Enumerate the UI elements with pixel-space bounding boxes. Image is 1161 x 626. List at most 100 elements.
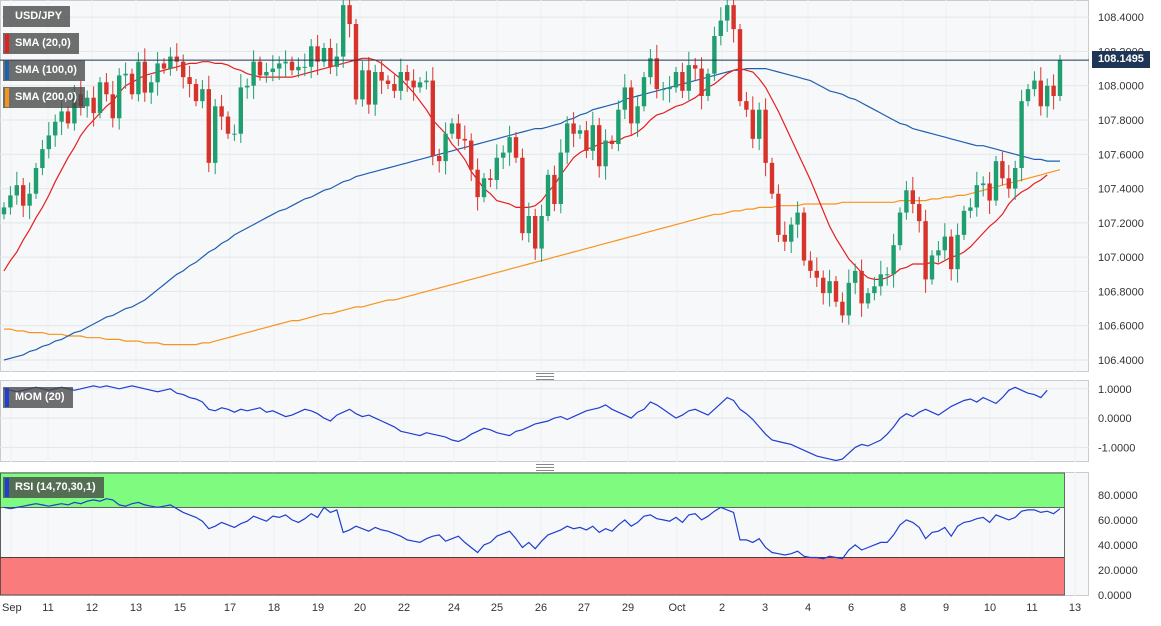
candle-body — [315, 46, 319, 61]
candle-body — [635, 106, 639, 123]
pane-resize-handle-1[interactable] — [536, 373, 554, 380]
candle-body — [495, 158, 499, 180]
candle-body — [853, 271, 857, 283]
candle-body — [399, 72, 403, 91]
x-tick-label: Oct — [668, 602, 685, 614]
candle-body — [757, 110, 761, 139]
x-tick-label: 3 — [762, 602, 768, 614]
candle-body — [303, 67, 307, 68]
candle-body — [507, 137, 511, 152]
x-tick-label: 10 — [984, 602, 996, 614]
candle-body — [168, 57, 172, 69]
rsi-overbought-band — [0, 473, 1064, 507]
candle-body — [53, 122, 57, 136]
x-tick-label: 25 — [491, 602, 503, 614]
candle-body — [181, 62, 185, 77]
candle-body — [642, 77, 646, 106]
candle-body — [949, 237, 953, 270]
candle-body — [623, 87, 627, 109]
x-tick-label: 11 — [1026, 602, 1037, 614]
candle-body — [405, 72, 409, 81]
mom-y-tick-label: 1.0000 — [1098, 384, 1132, 396]
candle-body — [738, 29, 742, 101]
candle-body — [808, 261, 812, 271]
x-tick-label: 20 — [354, 602, 366, 614]
candle-body — [840, 302, 844, 316]
candle-body — [629, 87, 633, 123]
rsi-swatch — [5, 478, 9, 497]
symbol-text: USD/JPY — [15, 10, 62, 22]
candle-body — [706, 74, 710, 96]
legend-mom: MOM (20) — [3, 387, 73, 408]
candle-body — [367, 70, 371, 104]
candle-body — [514, 137, 518, 158]
candle-body — [123, 74, 127, 76]
candle-body — [943, 237, 947, 251]
rsi-y-tick-label: 0.0000 — [1098, 590, 1132, 602]
candle-body — [930, 255, 934, 279]
candle-body — [239, 87, 243, 133]
candle-body — [783, 235, 787, 242]
candle-body — [488, 178, 492, 180]
x-tick-label: 26 — [535, 602, 547, 614]
sma200-label: SMA (200,0) — [15, 91, 77, 103]
candle-body — [418, 82, 422, 87]
sma200-swatch — [5, 88, 9, 107]
main-y-tick-label: 106.4000 — [1098, 355, 1144, 367]
candle-body — [648, 58, 652, 77]
candle-body — [667, 87, 671, 89]
candle-body — [891, 245, 895, 274]
symbol-label: USD/JPY — [3, 6, 70, 27]
candle-body — [392, 84, 396, 91]
candle-body — [847, 283, 851, 316]
candle-body — [309, 46, 313, 67]
candle-body — [815, 271, 819, 278]
candle-body — [994, 161, 998, 200]
candle-body — [290, 62, 294, 71]
x-tick-label: Sep — [2, 602, 22, 614]
candle-body — [431, 81, 435, 156]
candle-body — [475, 170, 479, 197]
candle-body — [341, 5, 345, 56]
candle-body — [40, 149, 44, 168]
candle-body — [1007, 178, 1011, 188]
candle-body — [98, 82, 102, 113]
candle-body — [872, 286, 876, 293]
candle-body — [232, 134, 236, 135]
candle-body — [264, 72, 268, 75]
x-tick-label: 8 — [900, 602, 906, 614]
x-tick-label: 4 — [805, 602, 811, 614]
legend-rsi: RSI (14,70,30,1) — [3, 477, 104, 498]
candle-body — [565, 123, 569, 152]
candle-body — [763, 110, 767, 163]
candle-body — [968, 207, 972, 210]
main-y-tick-label: 106.8000 — [1098, 286, 1144, 298]
candle-body — [251, 62, 255, 86]
x-tick-label: 12 — [86, 602, 98, 614]
candle-body — [591, 125, 595, 151]
candle-body — [751, 110, 755, 139]
candle-body — [411, 81, 415, 88]
candle-body — [66, 111, 70, 123]
candle-body — [155, 63, 159, 82]
candle-body — [258, 62, 262, 76]
candle-body — [731, 5, 735, 29]
candle-body — [469, 141, 473, 170]
candle-body — [226, 117, 230, 134]
candle-body — [219, 106, 223, 116]
pane-resize-handle-2[interactable] — [536, 464, 554, 471]
candle-body — [744, 101, 748, 110]
candle-body — [597, 125, 601, 166]
main-pane-bg — [0, 0, 1089, 372]
candle-body — [527, 216, 531, 233]
candle-body — [898, 213, 902, 246]
candle-body — [546, 175, 550, 216]
candle-body — [34, 168, 38, 194]
candle-body — [911, 190, 915, 204]
candle-body — [616, 110, 620, 144]
candle-body — [328, 48, 332, 67]
candle-body — [47, 135, 51, 149]
candle-body — [533, 216, 537, 249]
mom-swatch — [5, 388, 9, 407]
sma20-label: SMA (20,0) — [15, 37, 71, 49]
